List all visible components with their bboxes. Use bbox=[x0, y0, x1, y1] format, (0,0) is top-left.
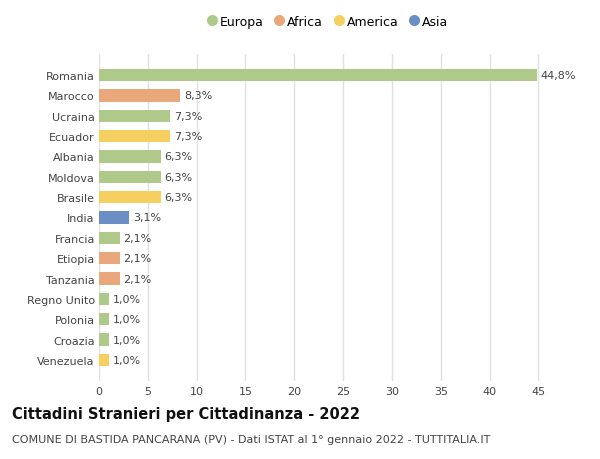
Bar bbox=[99, 334, 109, 346]
Bar bbox=[99, 313, 109, 325]
Text: 2,1%: 2,1% bbox=[124, 274, 152, 284]
Bar bbox=[99, 111, 170, 123]
Text: Cittadini Stranieri per Cittadinanza - 2022: Cittadini Stranieri per Cittadinanza - 2… bbox=[12, 406, 360, 421]
Text: 2,1%: 2,1% bbox=[124, 254, 152, 263]
Text: COMUNE DI BASTIDA PANCARANA (PV) - Dati ISTAT al 1° gennaio 2022 - TUTTITALIA.IT: COMUNE DI BASTIDA PANCARANA (PV) - Dati … bbox=[12, 434, 490, 444]
Bar bbox=[99, 212, 129, 224]
Bar bbox=[99, 151, 161, 163]
Bar bbox=[99, 171, 161, 184]
Text: 7,3%: 7,3% bbox=[174, 112, 202, 122]
Bar bbox=[99, 192, 161, 204]
Bar bbox=[99, 293, 109, 305]
Bar bbox=[99, 70, 536, 82]
Text: 6,3%: 6,3% bbox=[164, 173, 193, 182]
Bar bbox=[99, 252, 119, 265]
Legend: Europa, Africa, America, Asia: Europa, Africa, America, Asia bbox=[208, 16, 449, 28]
Text: 3,1%: 3,1% bbox=[133, 213, 161, 223]
Text: 7,3%: 7,3% bbox=[174, 132, 202, 142]
Text: 1,0%: 1,0% bbox=[113, 294, 141, 304]
Text: 2,1%: 2,1% bbox=[124, 233, 152, 243]
Text: 44,8%: 44,8% bbox=[541, 71, 576, 81]
Bar bbox=[99, 354, 109, 366]
Text: 1,0%: 1,0% bbox=[113, 314, 141, 325]
Bar bbox=[99, 90, 180, 102]
Text: 1,0%: 1,0% bbox=[113, 355, 141, 365]
Text: 6,3%: 6,3% bbox=[164, 152, 193, 162]
Bar bbox=[99, 273, 119, 285]
Bar bbox=[99, 131, 170, 143]
Text: 1,0%: 1,0% bbox=[113, 335, 141, 345]
Bar bbox=[99, 232, 119, 244]
Text: 6,3%: 6,3% bbox=[164, 193, 193, 203]
Text: 8,3%: 8,3% bbox=[184, 91, 212, 101]
